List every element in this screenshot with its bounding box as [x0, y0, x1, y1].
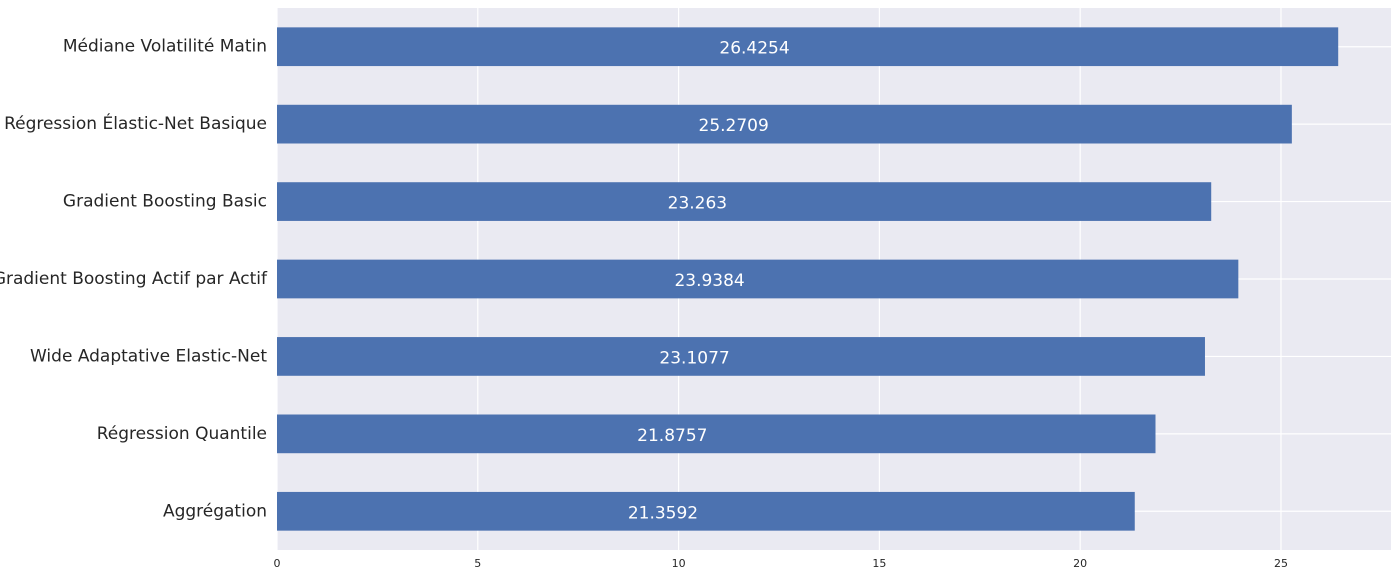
bar	[277, 337, 1205, 376]
x-tick-label: 0	[274, 557, 281, 570]
x-tick-label: 10	[672, 557, 686, 570]
bar	[277, 414, 1156, 454]
value-label: 26.4254	[719, 39, 789, 59]
bar	[277, 104, 1292, 144]
y-tick-label: Aggrégation	[163, 501, 267, 521]
y-tick-label: Régression Élastic-Net Basique	[4, 112, 267, 134]
bar	[277, 27, 1339, 67]
x-tick-label: 20	[1073, 557, 1087, 570]
y-tick-label: Médiane Volatilité Matin	[63, 37, 267, 57]
y-tick-label: Wide Adaptative Elastic-Net	[30, 346, 267, 366]
y-tick-label: Gradient Boosting Actif par Actif	[0, 269, 268, 289]
value-label: 21.3592	[628, 503, 698, 523]
value-label: 23.263	[668, 194, 727, 214]
value-label: 21.8757	[637, 426, 707, 446]
bar	[277, 182, 1212, 221]
value-label: 25.2709	[699, 116, 769, 136]
bar	[277, 259, 1239, 299]
x-tick-label: 25	[1274, 557, 1288, 570]
y-tick-label: Régression Quantile	[97, 424, 267, 444]
x-tick-label: 5	[474, 557, 481, 570]
x-tick-label: 15	[872, 557, 886, 570]
y-tick-label: Gradient Boosting Basic	[63, 192, 267, 212]
value-label: 23.1077	[659, 348, 729, 368]
bar	[277, 491, 1135, 531]
value-label: 23.9384	[674, 271, 744, 291]
